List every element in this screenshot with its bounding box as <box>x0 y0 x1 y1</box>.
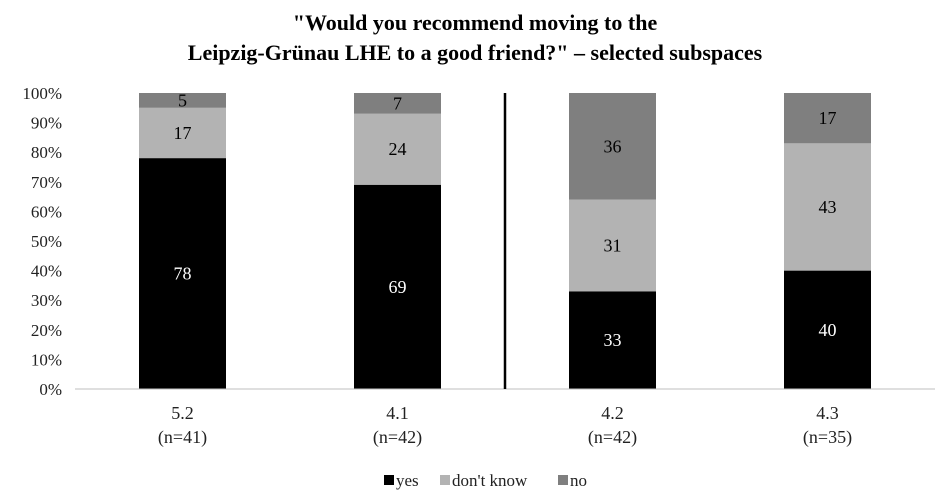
x-tick-label: 4.2 <box>601 403 624 423</box>
bar-segment-no <box>784 93 871 144</box>
bar-segment-yes <box>354 184 441 389</box>
legend-swatch-no <box>558 475 568 485</box>
x-tick-n-label: (n=42) <box>588 427 637 448</box>
x-tick-label: 4.3 <box>816 403 839 423</box>
data-label: 69 <box>389 277 407 297</box>
data-label: 31 <box>604 235 622 255</box>
legend-label: don't know <box>452 471 528 490</box>
chart-title-line-1: "Would you recommend moving to the <box>292 10 658 35</box>
legend-label: no <box>570 471 587 490</box>
bar-segment-don-t-know <box>784 143 871 271</box>
y-tick-label: 60% <box>31 202 62 221</box>
y-tick-label: 80% <box>31 143 62 162</box>
y-tick-label: 30% <box>31 291 62 310</box>
data-label: 5 <box>178 90 187 110</box>
bar-segment-no <box>569 93 656 200</box>
chart-title-line-2: Leipzig-Grünau LHE to a good friend?" – … <box>187 40 763 65</box>
x-tick-label: 4.1 <box>386 403 409 423</box>
bar-segment-don-t-know <box>139 107 226 159</box>
data-label: 33 <box>604 330 622 350</box>
x-tick-n-label: (n=35) <box>803 427 852 448</box>
x-tick-n-label: (n=41) <box>158 427 207 448</box>
y-tick-label: 0% <box>39 380 62 399</box>
x-tick-label: 5.2 <box>171 403 194 423</box>
y-tick-label: 10% <box>31 350 62 369</box>
data-label: 43 <box>819 197 837 217</box>
bar-segment-no <box>354 93 441 114</box>
data-label: 78 <box>174 264 192 284</box>
bar-segment-yes <box>139 158 226 389</box>
bar-segment-don-t-know <box>354 113 441 185</box>
y-tick-label: 20% <box>31 321 62 340</box>
data-label: 40 <box>819 320 837 340</box>
data-label: 24 <box>389 139 407 159</box>
data-label: 17 <box>819 108 837 128</box>
legend-swatch-don-t-know <box>440 475 450 485</box>
y-tick-label: 100% <box>22 84 62 103</box>
y-tick-label: 90% <box>31 114 62 133</box>
bar-segment-yes <box>569 291 656 389</box>
legend-label: yes <box>396 471 419 490</box>
y-tick-label: 70% <box>31 173 62 192</box>
legend-swatch-yes <box>384 475 394 485</box>
data-label: 17 <box>174 123 192 143</box>
y-tick-label: 40% <box>31 262 62 281</box>
x-tick-n-label: (n=42) <box>373 427 422 448</box>
bar-segment-yes <box>784 270 871 389</box>
data-label: 7 <box>393 93 402 113</box>
y-tick-label: 50% <box>31 232 62 251</box>
bar-segment-no <box>139 93 226 108</box>
bar-segment-don-t-know <box>569 199 656 292</box>
data-label: 36 <box>604 136 622 156</box>
